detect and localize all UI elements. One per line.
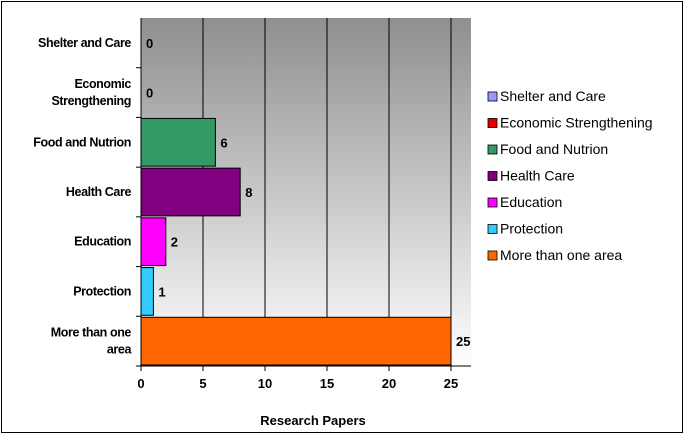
x-tick-label: 15 <box>320 376 334 391</box>
legend-label: Education <box>500 194 562 210</box>
x-axis-title: Research Papers <box>260 413 366 428</box>
legend-label: Economic Strengthening <box>500 115 653 131</box>
x-tick-label: 0 <box>137 376 144 391</box>
legend-label: Food and Nutrion <box>500 141 608 157</box>
legend-swatch <box>487 171 498 181</box>
bar <box>140 167 241 217</box>
category-label: Education <box>74 235 131 249</box>
legend-label: More than one area <box>500 247 622 263</box>
legend-swatch <box>487 144 498 155</box>
bar <box>140 217 167 267</box>
data-label: 25 <box>456 334 470 349</box>
legend-label: Protection <box>500 221 563 237</box>
legend: Shelter and Care Economic Strengthening Fo… <box>487 88 653 263</box>
legend-swatch <box>487 118 498 128</box>
category-label: Health Care <box>66 185 132 199</box>
data-label: 0 <box>146 86 153 101</box>
bar <box>140 117 216 167</box>
bar <box>140 267 154 316</box>
x-tick-label: 5 <box>199 376 206 391</box>
data-label: 6 <box>220 135 227 150</box>
gridlines <box>202 18 452 366</box>
data-label: 1 <box>158 284 165 299</box>
legend-swatch <box>487 91 498 102</box>
category-label: Shelter and Care <box>38 36 131 50</box>
category-label: Protection <box>73 284 131 298</box>
category-label: Economic Strengthening <box>51 77 131 108</box>
legend-label: Health Care <box>500 168 575 184</box>
data-label: 8 <box>245 185 252 200</box>
data-label: 0 <box>146 36 153 51</box>
bar <box>140 316 452 366</box>
legend-swatch <box>487 250 498 261</box>
axes: 0 5 10 15 20 25 <box>136 18 471 391</box>
labels: 0 Shelter and Care 0 Economic Strengthening 6… <box>33 36 470 357</box>
legend-swatch <box>487 197 498 208</box>
x-tick-label: 10 <box>258 376 272 391</box>
category-label: More than one area <box>51 326 133 357</box>
bars <box>140 117 452 366</box>
x-tick-label: 25 <box>444 376 458 391</box>
category-label: Food and Nutrion <box>33 135 131 149</box>
x-tick-label: 20 <box>382 376 396 391</box>
legend-swatch <box>487 224 498 234</box>
data-label: 2 <box>171 235 178 250</box>
legend-label: Shelter and Care <box>500 88 606 104</box>
